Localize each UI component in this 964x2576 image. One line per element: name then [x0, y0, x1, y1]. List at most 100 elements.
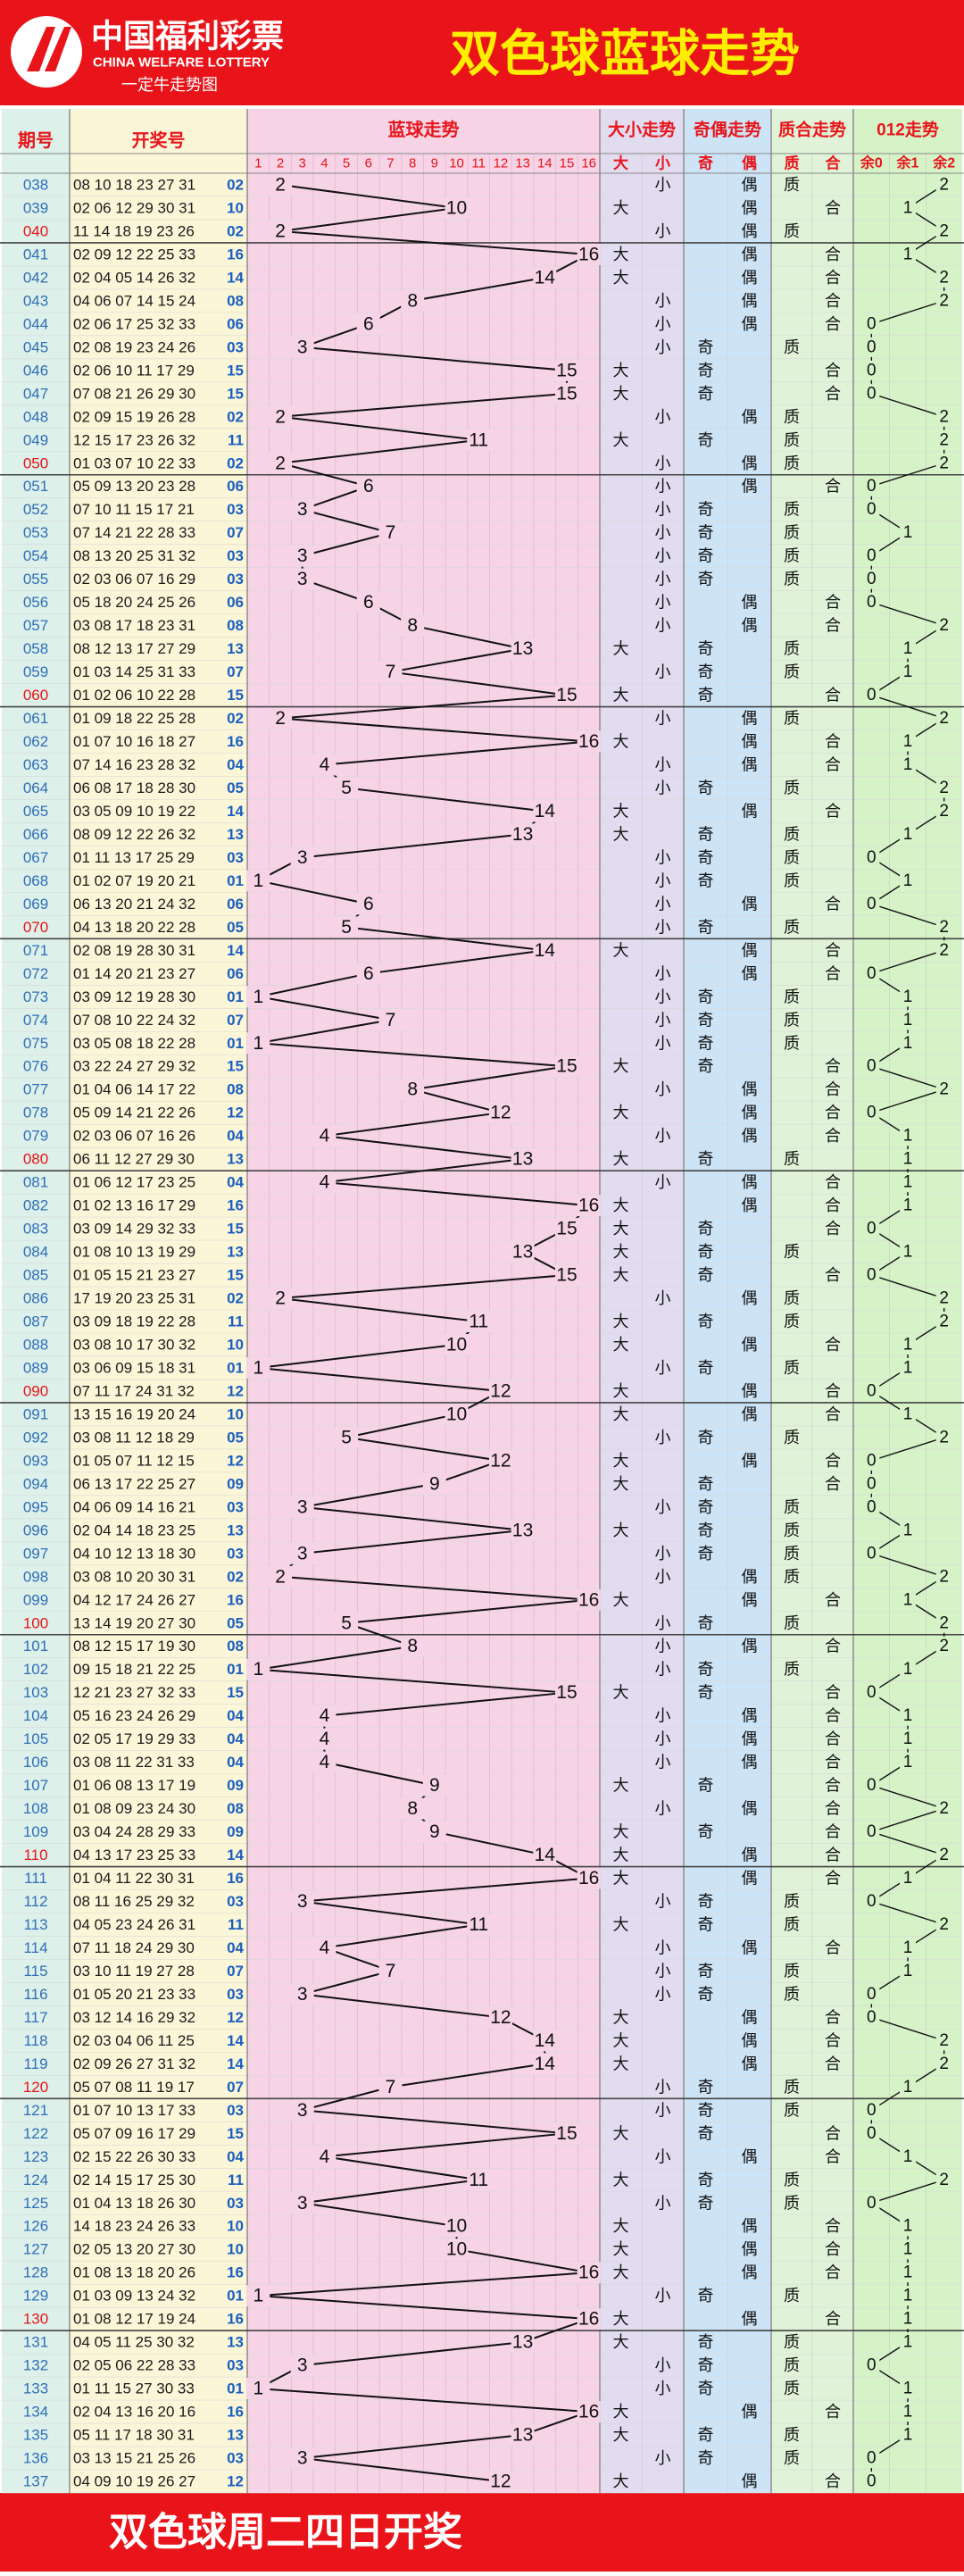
red-numbers-cell: 04 13 17 23 25 33	[73, 1847, 195, 1863]
mod-point: 0	[867, 384, 877, 403]
prime-mark: 合	[825, 1730, 841, 1748]
size-mark: 小	[655, 1429, 671, 1446]
table-row: 075 03 05 08 18 22 28 01 1 小 奇 质 1	[23, 1032, 916, 1055]
table-row: 042 02 04 05 14 26 32 14 14 大 偶 合 2	[23, 266, 952, 288]
red-numbers-cell: 02 09 15 19 26 28	[73, 408, 195, 425]
mod-point: 1	[903, 663, 913, 681]
blue-number-cell: 06	[227, 965, 244, 982]
size-mark: 大	[613, 2333, 629, 2351]
blue-point-bg	[577, 2401, 601, 2423]
blue-point-bg	[511, 823, 535, 846]
blue-point-bg	[445, 1334, 469, 1355]
red-numbers-cell: 03 13 15 21 25 26	[73, 2450, 195, 2467]
size-mark: 小	[655, 1893, 671, 1911]
size-mark: 大	[613, 1777, 629, 1795]
table-row: 123 02 15 22 26 30 33 04 4 小 偶 合 1	[23, 2146, 916, 2168]
size-mark: 大	[613, 1150, 629, 1168]
mod-point: 2	[939, 1567, 949, 1586]
mod-point: 1	[903, 1358, 913, 1377]
logo-emblem-mark	[27, 27, 71, 71]
red-numbers-cell: 11 14 18 19 23 26	[73, 222, 195, 239]
table-row: 086 17 19 20 23 25 31 02 2 小 偶 质 2	[23, 1288, 952, 1310]
blue-number-cell: 15	[227, 1058, 244, 1075]
red-numbers-cell: 02 05 17 19 29 33	[73, 1730, 195, 1747]
blue-point: 16	[578, 2402, 599, 2422]
mod-point-bg	[935, 917, 952, 938]
mod-point: 1	[903, 2333, 913, 2352]
blue-point: 16	[578, 2309, 599, 2330]
prime-mark: 质	[784, 1150, 800, 1168]
mod-point: 2	[939, 175, 949, 194]
mod-point: 1	[903, 1405, 913, 1423]
red-numbers-cell: 04 12 17 24 26 27	[73, 1591, 195, 1608]
table-row: 051 05 09 13 20 23 28 06 6 小 偶 合 0	[23, 475, 880, 497]
red-numbers-cell: 07 08 21 26 29 30	[73, 385, 195, 402]
blue-point: 4	[320, 2147, 330, 2167]
blue-point-bg	[533, 2030, 557, 2052]
red-numbers-cell: 01 05 20 21 23 33	[73, 1986, 195, 2003]
mod-point: 1	[903, 988, 913, 1006]
blue-point-bg	[246, 1356, 270, 1379]
blue-number-cell: 03	[227, 338, 244, 355]
mod-point-bg	[863, 1822, 880, 1842]
issue-cell: 054	[23, 547, 48, 564]
blue-point-bg	[378, 1009, 403, 1031]
blue-point-bg	[577, 1867, 601, 1889]
red-numbers-cell: 04 09 10 19 26 27	[73, 2473, 195, 2490]
mod-point: 1	[903, 732, 913, 751]
blue-point-bg	[554, 1055, 578, 1078]
parity-mark: 偶	[742, 1870, 758, 1888]
size-mark: 小	[655, 1661, 671, 1679]
header-mod-sub: 余1	[896, 154, 919, 171]
prime-mark: 合	[825, 2217, 841, 2235]
issue-cell: 119	[23, 2055, 47, 2072]
prime-mark: 合	[825, 2055, 841, 2072]
red-numbers-cell: 08 10 18 23 27 31	[73, 176, 195, 193]
mod-point-bg	[863, 383, 880, 404]
prime-mark: 合	[825, 1591, 841, 1609]
blue-number-cell: 02	[227, 222, 244, 239]
blue-point: 8	[407, 1080, 418, 1100]
table-row: 079 02 03 06 07 16 26 04 4 小 偶 合 1	[23, 1125, 916, 1147]
issue-cell: 069	[23, 896, 48, 913]
blue-number-cell: 07	[227, 663, 244, 680]
blue-point-bg	[312, 1751, 337, 1773]
issue-cell: 131	[23, 2334, 48, 2351]
blue-number-cell: 01	[227, 1359, 244, 1376]
prime-mark: 质	[784, 1243, 800, 1261]
red-numbers-cell: 01 04 11 22 30 31	[73, 1870, 195, 1887]
mod-point: 2	[939, 941, 949, 960]
blue-point: 3	[297, 847, 308, 868]
mod-point: 0	[867, 2008, 877, 2027]
header-blue-13: 13	[515, 156, 530, 171]
table-row: 104 05 16 23 24 26 29 04 4 小 偶 合 1	[23, 1705, 916, 1727]
table-row: 112 08 11 16 25 29 32 03 3 小 奇 质 0	[23, 1890, 880, 1913]
mod-point-bg	[935, 290, 952, 311]
mod-point-bg	[900, 522, 916, 543]
prime-mark: 质	[784, 1034, 800, 1052]
blue-number-cell: 03	[227, 2102, 244, 2119]
mod-point-bg	[900, 2379, 916, 2399]
mod-point: 1	[903, 1173, 913, 1192]
mod-point-bg	[935, 1845, 952, 1865]
issue-cell: 053	[23, 524, 48, 541]
red-numbers-cell: 01 08 09 23 24 30	[73, 1800, 195, 1817]
blue-number-cell: 04	[227, 2148, 244, 2165]
issue-cell: 064	[23, 779, 48, 796]
prime-mark: 质	[784, 1498, 800, 1516]
prime-mark: 质	[784, 848, 800, 866]
prime-mark: 质	[784, 1985, 800, 2003]
blue-point-bg	[269, 405, 293, 428]
blue-number-cell: 14	[227, 2032, 244, 2049]
prime-mark: 质	[784, 640, 800, 658]
blue-number-cell: 09	[227, 1777, 244, 1794]
table-row: 108 01 08 09 23 24 30 08 8 小 偶 合 2	[23, 1797, 952, 1820]
mod-point: 0	[867, 1544, 877, 1563]
size-mark: 小	[655, 176, 671, 194]
mod-point: 0	[867, 1776, 877, 1795]
blue-point-bg	[467, 2169, 491, 2191]
blue-point: 1	[253, 1659, 264, 1680]
issue-cell: 091	[23, 1405, 48, 1422]
blue-point: 12	[490, 2472, 511, 2492]
blue-number-cell: 01	[227, 2288, 244, 2305]
